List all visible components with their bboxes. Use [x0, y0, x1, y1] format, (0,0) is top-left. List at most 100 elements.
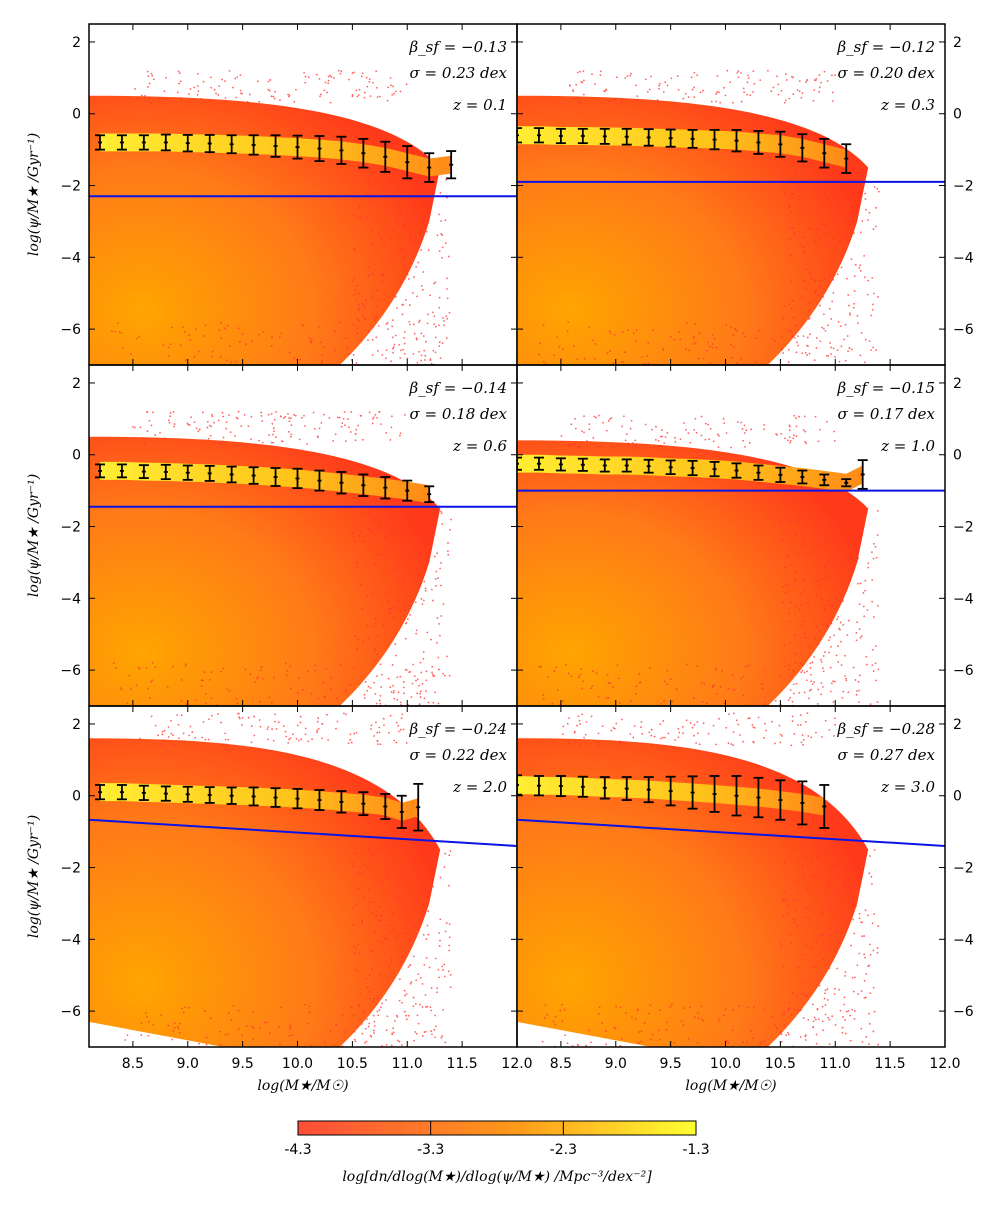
scatter-dot: [270, 412, 273, 415]
scatter-dot: [341, 422, 344, 425]
scatter-dot: [796, 924, 799, 926]
errorbar-point: [797, 780, 808, 826]
panel-content: [89, 410, 517, 706]
scatter-dot: [363, 693, 366, 696]
scatter-dot: [796, 341, 798, 344]
scatter-dot: [361, 921, 363, 924]
scatter-dot: [805, 888, 808, 891]
scatter-dot: [386, 1015, 389, 1018]
scatter-dot: [572, 97, 574, 100]
scatter-dot: [585, 1044, 587, 1047]
scatter-dot: [372, 853, 375, 856]
scatter-dot: [389, 714, 392, 717]
scatter-dot: [205, 1043, 208, 1046]
scatter-dot: [783, 644, 786, 647]
scatter-dot: [405, 932, 408, 935]
scatter-dot: [788, 1002, 791, 1005]
scatter-dot: [196, 93, 199, 96]
scatter-dot: [279, 99, 281, 102]
scatter-dot: [634, 439, 637, 442]
scatter-dot: [418, 350, 420, 353]
scatter-dot: [733, 688, 736, 691]
scatter-dot: [420, 332, 423, 335]
x-tick-label: 9.0: [177, 1056, 199, 1072]
scatter-dot: [793, 918, 795, 921]
scatter-dot: [673, 338, 676, 341]
scatter-dot: [387, 539, 390, 541]
scatter-dot: [412, 663, 415, 666]
scatter-dot: [719, 685, 722, 688]
scatter-dot: [617, 677, 620, 680]
scatter-dot: [751, 723, 754, 726]
scatter-points: [538, 69, 880, 365]
scatter-dot: [295, 88, 297, 91]
scatter-dot: [794, 174, 796, 177]
scatter-dot: [436, 552, 439, 555]
scatter-dot: [440, 512, 443, 515]
scatter-dot: [793, 733, 796, 735]
scatter-dot: [177, 70, 180, 73]
scatter-dot: [310, 341, 313, 344]
scatter-dot: [834, 1023, 837, 1026]
scatter-dot: [333, 349, 336, 352]
scatter-dot: [742, 332, 744, 335]
scatter-dot: [392, 868, 395, 871]
scatter-dot: [151, 74, 154, 77]
y-tick-label: −2: [953, 861, 974, 877]
scatter-dot: [235, 416, 238, 419]
scatter-dot: [753, 82, 756, 85]
errorbar-point: [138, 784, 149, 801]
scatter-dot: [220, 670, 222, 673]
scatter-dot: [554, 1023, 557, 1026]
scatter-dot: [282, 725, 285, 728]
scatter-dot: [372, 1029, 375, 1032]
scatter-dot: [710, 100, 713, 103]
scatter-dot: [338, 69, 340, 72]
scatter-dot: [384, 535, 387, 538]
errorbar-point: [621, 127, 632, 146]
errorbar-point: [204, 134, 215, 154]
scatter-dot: [229, 431, 232, 434]
scatter-dot: [558, 345, 560, 348]
scatter-dot: [370, 865, 373, 868]
scatter-dot: [270, 345, 273, 347]
scatter-dot: [356, 969, 359, 972]
scatter-dot: [742, 694, 745, 697]
scatter-dot: [812, 966, 815, 969]
scatter-dot: [609, 350, 611, 352]
scatter-dot: [784, 566, 787, 569]
scatter-dot: [877, 605, 879, 607]
scatter-dot: [288, 1034, 291, 1037]
scatter-dot: [173, 1026, 176, 1029]
scatter-dot: [719, 101, 722, 104]
scatter-dot: [544, 1004, 547, 1007]
scatter-dot: [353, 1030, 356, 1033]
scatter-dot: [354, 1040, 357, 1043]
scatter-dot: [344, 713, 347, 716]
scatter-dot: [194, 328, 197, 331]
scatter-dot: [812, 191, 814, 193]
z-label: z = 3.0: [880, 778, 935, 796]
scatter-dot: [849, 313, 852, 316]
scatter-dot: [177, 737, 180, 740]
scatter-dot: [790, 280, 793, 283]
scatter-dot: [556, 336, 559, 339]
scatter-dot: [638, 1031, 641, 1033]
scatter-dot: [395, 169, 397, 172]
scatter-dot: [169, 415, 172, 418]
scatter-dot: [863, 615, 866, 618]
error-bars: [94, 782, 424, 832]
panel-content: [89, 69, 517, 365]
scatter-dot: [736, 421, 739, 423]
scatter-dot: [354, 249, 356, 252]
scatter-dot: [324, 81, 327, 84]
scatter-dot: [809, 666, 812, 669]
scatter-dot: [669, 335, 672, 338]
scatter-dot: [219, 442, 221, 445]
scatter-dot: [722, 86, 725, 89]
scatter-dot: [253, 715, 256, 718]
scatter-dot: [378, 232, 380, 235]
scatter-dot: [430, 1009, 433, 1012]
scatter-dot: [323, 413, 325, 416]
scatter-dot: [850, 258, 853, 261]
